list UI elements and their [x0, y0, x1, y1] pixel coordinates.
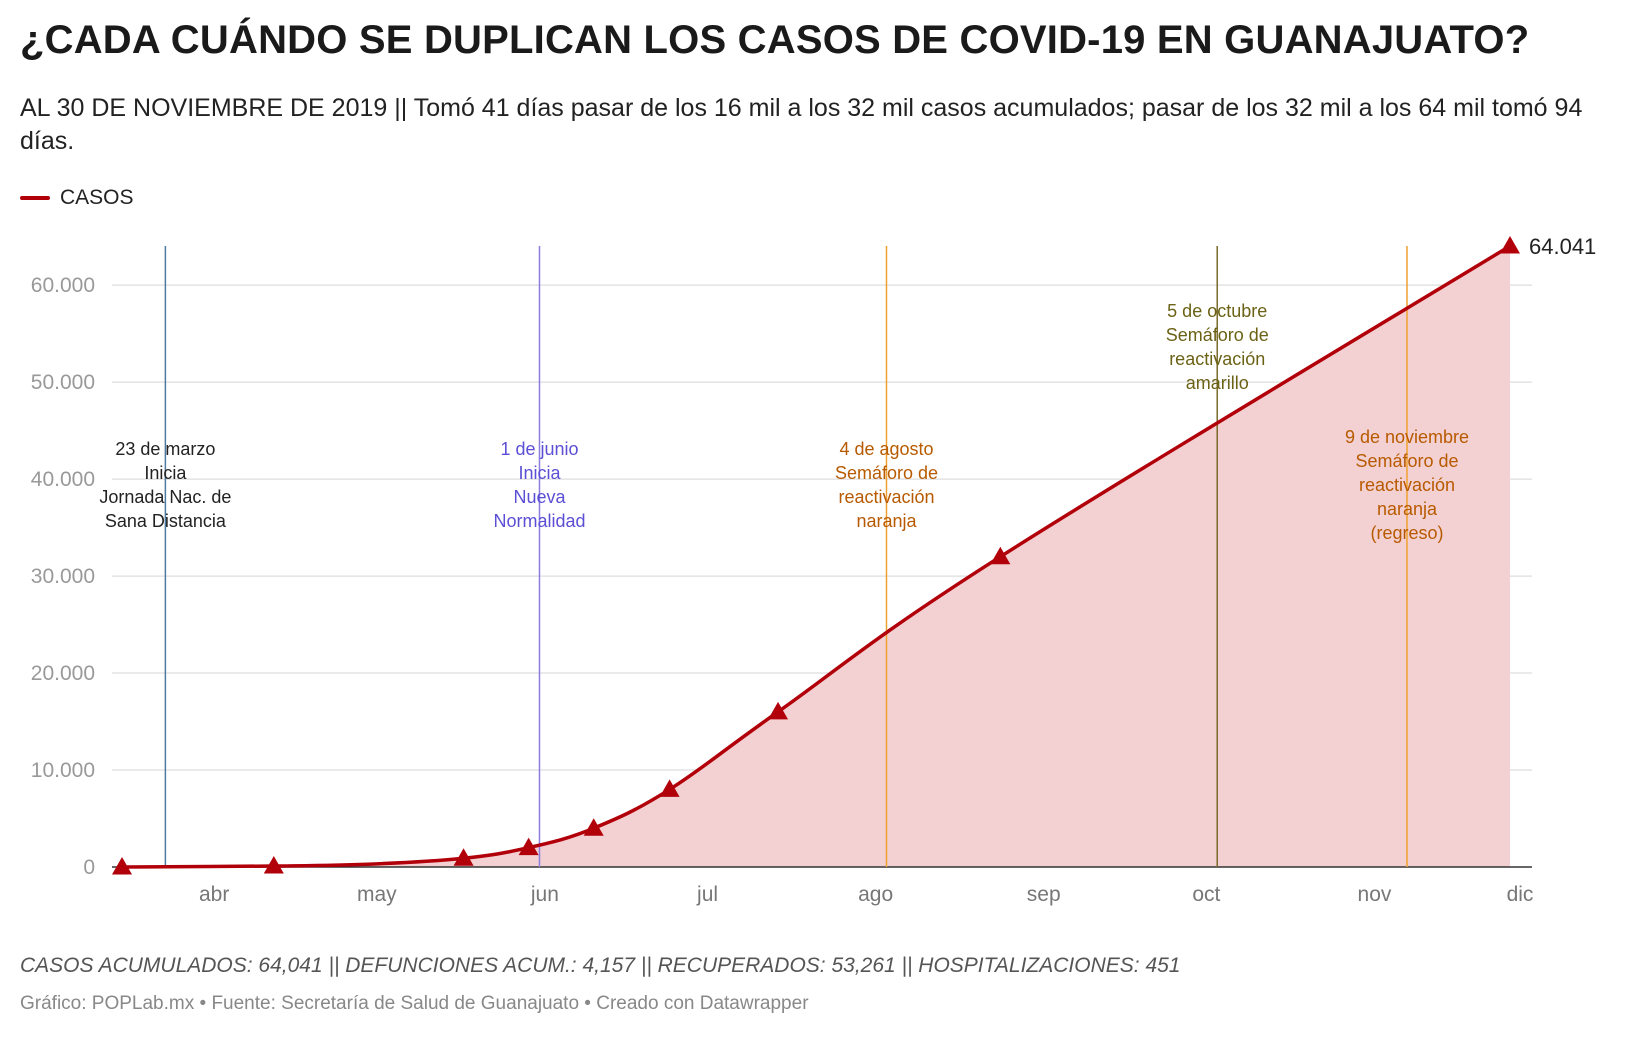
annotation-text-line: Semáforo de: [1355, 451, 1458, 471]
data-point-marker: [112, 857, 132, 875]
x-tick-label: dic: [1507, 883, 1534, 906]
annotation-text-line: naranja: [856, 511, 917, 531]
annotation-text: 9 de noviembre Semáforo de reactivación nar…: [1345, 427, 1469, 543]
legend-swatch: [20, 196, 50, 200]
data-point-marker: [518, 837, 539, 856]
x-tick-label: nov: [1358, 883, 1392, 906]
x-tick-label: abr: [199, 883, 229, 906]
annotation-text-line: Semáforo de: [1166, 325, 1269, 345]
annotation-text-line: Sana Distancia: [105, 511, 227, 531]
annotation-text-line: amarillo: [1186, 373, 1249, 393]
cases-line: [121, 244, 1511, 869]
data-point-marker: [768, 701, 789, 720]
chart-subtitle: AL 30 DE NOVIEMBRE DE 2019 || Tomó 41 dí…: [20, 94, 1583, 155]
cases-area: [122, 246, 1510, 867]
annotation-text: 4 de agosto Semáforo de reactivación naranj…: [835, 439, 938, 531]
annotation-text: 1 de junio Inicia Nueva Normalidad: [493, 439, 585, 531]
y-tick-label: 50.000: [31, 371, 95, 394]
annotation-text-line: Nueva: [513, 487, 566, 507]
annotation-text-line: Inicia: [144, 463, 187, 483]
annotation-text-line: 5 de octubre: [1167, 301, 1267, 321]
annotation-text-line: 4 de agosto: [839, 439, 933, 459]
data-point-marker: [583, 818, 604, 836]
x-tick-label: jun: [530, 883, 559, 906]
y-tick-label: 20.000: [31, 662, 95, 685]
y-tick-label: 10.000: [31, 759, 95, 782]
data-point-marker: [990, 546, 1011, 565]
legend-label: CASOS: [60, 186, 134, 209]
annotation-text-line: Inicia: [518, 463, 561, 483]
annotation-text-line: reactivación: [838, 487, 934, 507]
x-tick-label: sep: [1027, 883, 1061, 906]
annotation-text-line: 23 de marzo: [115, 439, 215, 459]
data-point-marker: [1500, 236, 1520, 254]
x-tick-label: jul: [696, 883, 718, 906]
annotation-text-line: 9 de noviembre: [1345, 427, 1469, 447]
data-point-marker: [263, 856, 284, 874]
x-tick-label: may: [357, 883, 397, 906]
annotation-text-line: naranja: [1377, 499, 1438, 519]
x-tick-label: ago: [858, 883, 893, 906]
annotation-text-line: 1 de junio: [500, 439, 578, 459]
data-point-marker: [453, 848, 474, 866]
x-tick-label: oct: [1192, 883, 1220, 906]
annotation-text-line: (regreso): [1370, 523, 1443, 543]
annotation-text-line: reactivación: [1169, 349, 1265, 369]
y-tick-label: 30.000: [31, 565, 95, 588]
cases-chart: 0 10.000 20.000 30.000 40.000 50.000 60.000 64.…: [31, 234, 1597, 906]
byline: Gráfico: POPLab.mx • Fuente: Secretaría …: [20, 993, 809, 1014]
y-tick-label: 40.000: [31, 468, 95, 491]
annotation-text-line: Semáforo de: [835, 463, 938, 483]
end-value-label: 64.041: [1529, 234, 1596, 259]
legend: CASOS: [20, 186, 134, 210]
summary-notes: CASOS ACUMULADOS: 64,041 || DEFUNCIONES …: [20, 954, 1181, 977]
annotation-text: 5 de octubre Semáforo de reactivación amari…: [1166, 301, 1269, 393]
y-tick-label: 60.000: [31, 274, 95, 297]
data-point-marker: [659, 779, 680, 797]
annotation-text-line: reactivación: [1359, 475, 1455, 495]
annotation-text-line: Normalidad: [493, 511, 585, 531]
annotation-text-line: Jornada Nac. de: [99, 487, 231, 507]
chart-title: ¿CADA CUÁNDO SE DUPLICAN LOS CASOS DE CO…: [20, 18, 1530, 62]
y-tick-label: 0: [83, 856, 95, 879]
annotation-text: 23 de marzo Inicia Jornada Nac. de Sana Dis…: [99, 439, 231, 531]
